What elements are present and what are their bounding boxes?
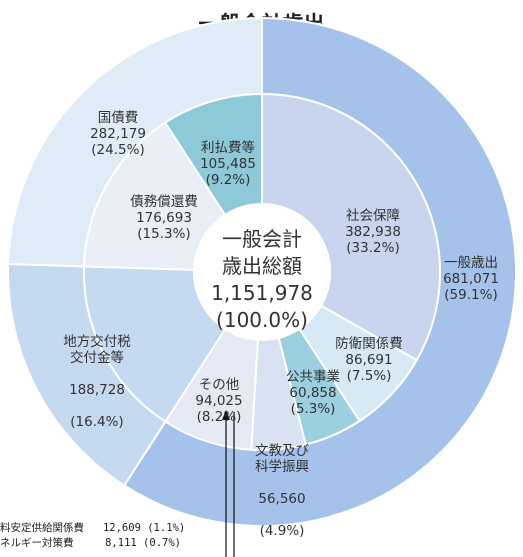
- label-value: 681,071: [443, 271, 499, 287]
- center-total-pct: (100.0%): [216, 308, 308, 332]
- center-line1: 一般会計: [221, 227, 302, 251]
- label-value: 60,858: [289, 385, 337, 401]
- label-pct: (4.9%): [259, 523, 305, 539]
- label-pct: (33.2%): [346, 240, 400, 256]
- inner-slice-6: [83, 121, 227, 271]
- label-interest-payments: 利払費等 105,485 (9.2%): [200, 140, 256, 188]
- note-leader-arrow: [222, 410, 230, 420]
- label-education-science: 文教及び 科学振興 56,560 (4.9%): [255, 427, 309, 555]
- label-value: 86,691: [345, 352, 393, 368]
- label-pct: (7.5%): [346, 368, 392, 384]
- label-name: 債務償還費: [130, 194, 198, 210]
- label-pct: (24.5%): [91, 142, 145, 158]
- label-name: 利払費等: [200, 140, 255, 156]
- label-value: 105,485: [200, 156, 256, 172]
- note-energy: ネルギー対策費 8,111 (0.7%): [0, 537, 181, 550]
- label-name: 国債費: [97, 110, 139, 126]
- label-value: 188,728: [69, 382, 125, 398]
- note-label: ネルギー対策費: [0, 537, 74, 549]
- center-line2: 歳出総額: [221, 254, 302, 278]
- label-name: その他: [198, 377, 240, 393]
- label-value: 282,179: [90, 126, 146, 142]
- note-value: 8,111: [105, 537, 137, 549]
- note-food-supply: 料安定供給関係費 12,609 (1.1%): [0, 522, 185, 535]
- inner-slice-5: [83, 265, 227, 423]
- label-value: 382,938: [345, 224, 401, 240]
- label-local-allocation: 地方交付税 交付金等 188,728 (16.4%): [63, 318, 131, 446]
- inner-slice-0: [261, 92, 441, 362]
- label-pct: (16.4%): [70, 414, 124, 430]
- label-value: 56,560: [258, 491, 306, 507]
- label-national-debt: 国債費 282,179 (24.5%): [90, 110, 146, 158]
- label-value: 176,693: [136, 210, 192, 226]
- label-pct: (15.3%): [137, 226, 191, 242]
- note-label: 料安定供給関係費: [0, 522, 84, 534]
- center-total-value: 1,151,978: [211, 281, 313, 305]
- label-defense: 防衛関係費 86,691 (7.5%): [335, 336, 403, 384]
- note-pct: (1.1%): [147, 522, 186, 534]
- label-name: 防衛関係費: [335, 336, 403, 352]
- inner-slice-7: [163, 92, 263, 217]
- center-label: 一般会計 歳出総額 1,151,978 (100.0%): [211, 226, 313, 334]
- label-general-expenditure: 一般歳出 681,071 (59.1%): [443, 255, 499, 303]
- label-value: 94,025: [195, 393, 243, 409]
- label-other: その他 94,025 (8.2%): [195, 377, 242, 425]
- note-value: 12,609: [102, 522, 141, 534]
- label-social-security: 社会保障 382,938 (33.2%): [345, 208, 401, 256]
- label-name: 社会保障: [345, 208, 400, 224]
- label-public-works: 公共事業 60,858 (5.3%): [286, 369, 340, 417]
- label-name: 一般歳出: [443, 255, 498, 271]
- label-name: 文教及び 科学振興: [255, 443, 309, 475]
- label-pct: (8.2%): [196, 409, 242, 425]
- label-pct: (59.1%): [444, 287, 498, 303]
- label-pct: (5.3%): [290, 401, 336, 417]
- label-pct: (9.2%): [205, 172, 251, 188]
- note-pct: (0.7%): [143, 537, 181, 549]
- label-name: 地方交付税 交付金等: [63, 334, 131, 366]
- label-name: 公共事業: [286, 369, 340, 385]
- label-debt-redemption: 債務償還費 176,693 (15.3%): [130, 194, 198, 242]
